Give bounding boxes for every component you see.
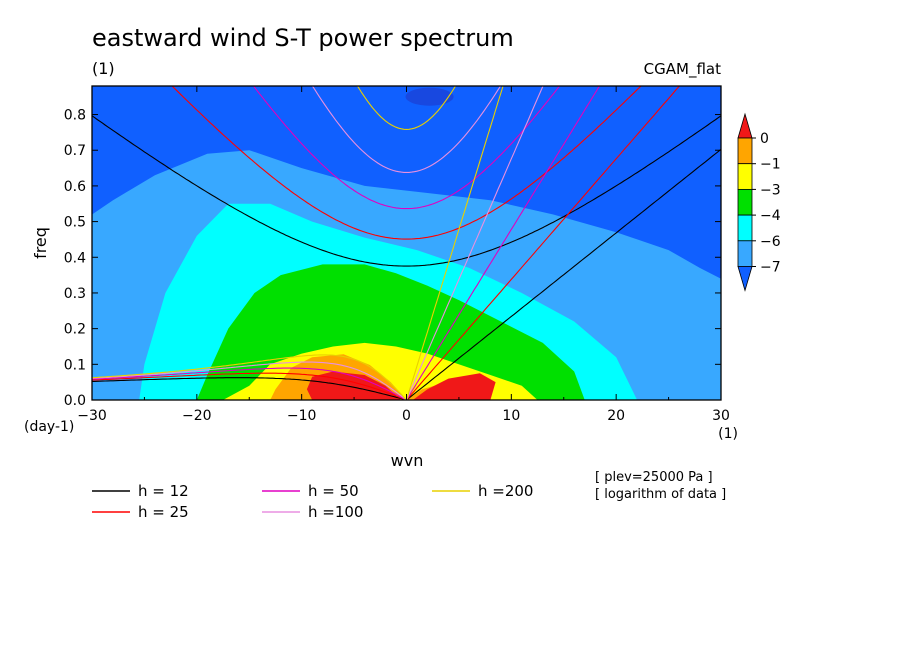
y-tick-label: 0.0 (64, 393, 86, 409)
gravity-curve-h25 (171, 86, 642, 240)
x-tick-label: −20 (182, 408, 212, 424)
colorbar-swatch (737, 137, 753, 165)
x-tick-label: 20 (607, 408, 625, 424)
colorbar-swatch (737, 188, 753, 216)
colorbar-tick-label: −7 (760, 260, 781, 276)
gravity-curve-h200 (356, 86, 457, 130)
y-axis-unit: (day-1) (24, 419, 74, 435)
y-tick-label: 0.2 (64, 322, 86, 338)
kelvin-curve-h12 (406, 148, 721, 400)
kelvin-curve-h200 (405, 86, 504, 400)
gravity-curve-h50 (252, 86, 561, 210)
spectrum-field (92, 87, 721, 400)
rossby-curve-h25 (92, 372, 407, 400)
kelvin-curve-h50 (406, 86, 601, 400)
x-tick-label: 0 (402, 408, 411, 424)
kelvin-curve-h100 (405, 86, 544, 400)
colorbar-top-arrow (737, 112, 753, 139)
gravity-curve-h100 (311, 86, 502, 173)
x-axis-unit: (1) (718, 426, 738, 442)
x-tick-label: −30 (77, 408, 107, 424)
dispersion-curves (92, 86, 721, 400)
y-axis-label: freq (31, 227, 50, 259)
y-tick-label: 0.5 (64, 215, 86, 231)
y-tick-label: 0.4 (64, 250, 86, 266)
field-minimum-blob (405, 87, 454, 106)
gravity-curve-h12 (92, 115, 721, 267)
plot-area: −30 −20 −10 0 10 20 30 0.0 0.1 0.2 0.3 0.4 0.5 0.6 0.7… (64, 85, 730, 424)
field-region-peak-east (412, 373, 496, 400)
curve-legend: h = 12 h = 25 h = 50 h =100 h =200 (92, 482, 533, 521)
rossby-curve-h100 (92, 361, 407, 400)
note-plev: [ plev=25000 Pa ] (595, 470, 713, 485)
y-tick-label: 0.7 (64, 143, 86, 159)
y-tick-label: 0.3 (64, 286, 86, 302)
y-tick-label: 0.1 (64, 357, 86, 373)
colorbar-swatch (737, 163, 753, 190)
x-axis-label: wvn (391, 451, 424, 470)
colorbar-swatch (737, 240, 753, 267)
legend-label: h =100 (308, 503, 363, 521)
y-tick-label: 0.8 (64, 108, 86, 124)
colorbar-tick-label: 0 (760, 131, 769, 147)
colorbar-tick-label: −3 (760, 182, 781, 198)
kelvin-curve-h25 (406, 86, 681, 400)
rossby-curve-h12 (92, 377, 407, 400)
colorbar-tick-label: −4 (760, 208, 781, 224)
chart-subtitle-left: (1) (92, 59, 115, 78)
x-tick-label: 30 (712, 408, 730, 424)
x-tick-label: −10 (287, 408, 317, 424)
rossby-curve-h200 (92, 354, 407, 400)
legend-label: h = 25 (138, 503, 189, 521)
field-region-peak (306, 371, 407, 400)
x-tick-label: 10 (502, 408, 520, 424)
colorbar-swatch (737, 214, 753, 242)
y-tick-label: 0.6 (64, 179, 86, 195)
legend-label: h = 50 (308, 482, 359, 500)
chart-subtitle-right: CGAM_flat (644, 60, 721, 79)
legend-label: h = 12 (138, 482, 189, 500)
note-logarithm: [ logarithm of data ] (595, 487, 726, 502)
colorbar-bottom-arrow (737, 266, 753, 292)
colorbar-tick-label: −1 (760, 157, 781, 173)
legend-label: h =200 (478, 482, 533, 500)
colorbar: 0 −1 −3 −4 −6 −7 (737, 112, 781, 292)
axis-ticks: −30 −20 −10 0 10 20 30 0.0 0.1 0.2 0.3 0.4 0.5 0.6 0.7… (64, 86, 730, 424)
colorbar-tick-label: −6 (760, 234, 781, 250)
rossby-curve-h50 (92, 367, 407, 400)
chart-title: eastward wind S-T power spectrum (92, 24, 514, 52)
